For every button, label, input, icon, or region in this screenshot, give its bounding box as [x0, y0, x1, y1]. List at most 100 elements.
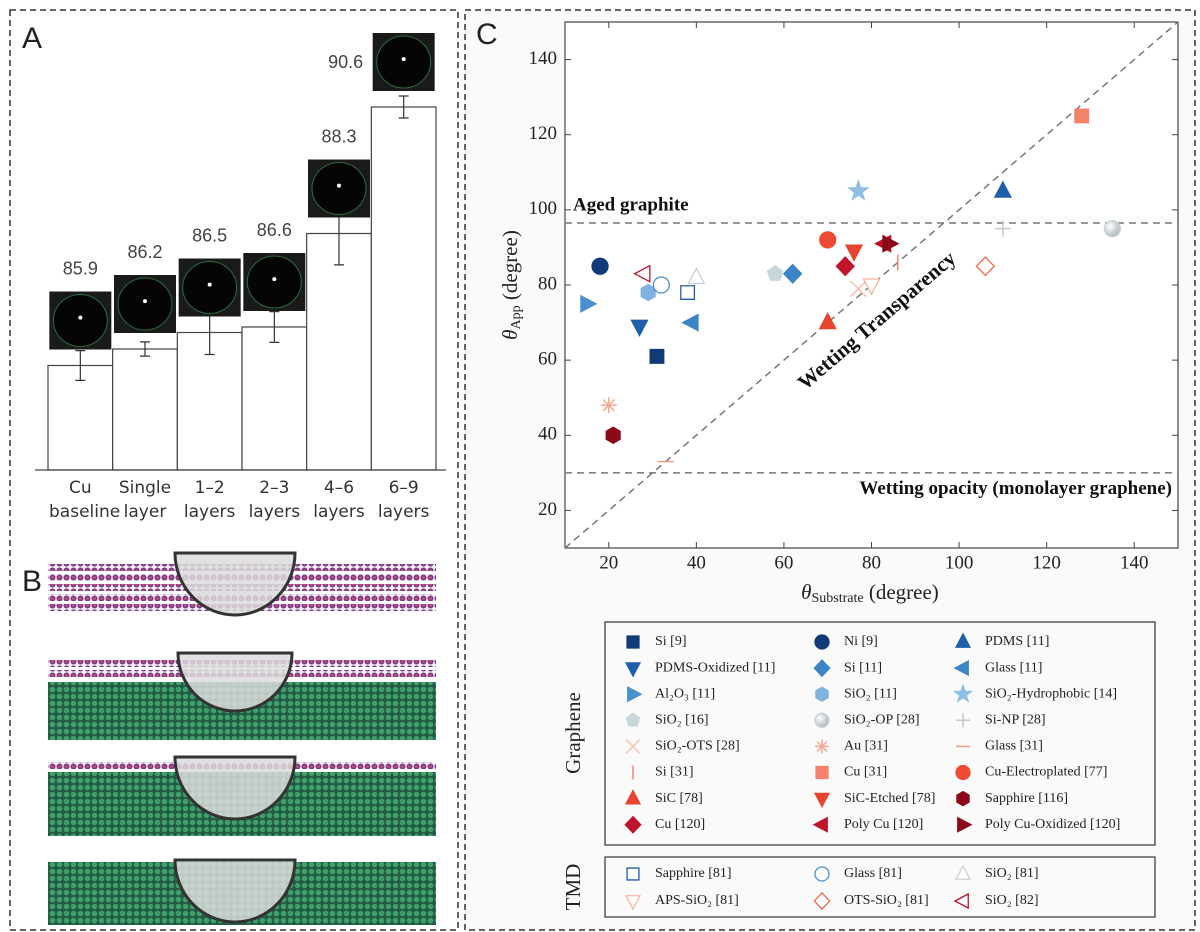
data-point: [1103, 219, 1121, 238]
data-point: [882, 234, 900, 253]
legend-label: Cu [31]: [844, 765, 887, 780]
x-tick-label: 80: [862, 552, 881, 573]
legend-label: Si [11]: [844, 660, 882, 675]
droplet-photo-drop: [117, 277, 173, 331]
data-point: [591, 257, 609, 275]
data-point: [818, 311, 837, 330]
data-point: [766, 264, 784, 281]
legend-label: SiO₂-Hydrophobic [14]: [985, 686, 1117, 701]
value-label: 90.6: [328, 52, 363, 72]
legend-marker: [954, 864, 972, 880]
legend-label: SiO₂ [16]: [655, 713, 709, 728]
data-point: [819, 231, 837, 249]
legend-marker: [954, 632, 972, 648]
droplet-photo-glint: [143, 299, 147, 304]
legend-label: APS-SiO₂ [81]: [655, 893, 739, 908]
data-point: [630, 319, 649, 337]
droplet: [173, 755, 297, 821]
droplet-photo-glint: [337, 183, 341, 188]
error-bar: [140, 341, 150, 357]
droplet-photo-glint: [78, 315, 83, 320]
axis-unit: (degree): [864, 580, 939, 604]
legend-label: PDMS-Oxidized [11]: [655, 660, 775, 675]
y-axis-label: θApp (degree): [498, 230, 524, 340]
droplet-photo-glint: [401, 57, 406, 62]
legend-marker: [624, 662, 642, 678]
annotation: Wetting opacity (monolayer graphene): [859, 478, 1172, 499]
x-tick-label: 2–3 layers: [248, 478, 301, 522]
legend-label: Glass [11]: [985, 660, 1042, 675]
legend-label: Cu-Electroplated [77]: [985, 765, 1107, 780]
legend-label: Glass [81]: [844, 866, 902, 881]
legend-marker: [814, 634, 830, 650]
panel-border: [9, 9, 459, 931]
y-tick-label: 80: [538, 273, 557, 294]
legend-label: Si [9]: [655, 634, 687, 649]
legend-marker: [813, 892, 831, 910]
bar: [112, 348, 178, 471]
legend-marker: [626, 635, 640, 649]
error-bar: [398, 95, 409, 119]
droplet-photo-drop: [182, 261, 238, 314]
value-label: 86.2: [127, 242, 162, 262]
legend-marker: [625, 712, 641, 727]
axis-symbol: θ: [498, 330, 522, 340]
legend-box: [604, 856, 1156, 918]
x-tick-label: 60: [774, 552, 793, 573]
legend-marker: [952, 683, 974, 703]
value-label: 85.9: [63, 258, 98, 278]
bar: [306, 232, 372, 471]
legend-marker: [955, 764, 971, 781]
y-tick-label: 100: [529, 198, 558, 219]
panel-label: A: [22, 22, 42, 55]
scatter-text: 20 40 60 80 100 120 14020406080100120140θSubst…: [498, 48, 1172, 910]
bar: [370, 106, 437, 471]
data-point: [994, 220, 1011, 237]
legend-label: PDMS [11]: [985, 634, 1049, 649]
data-point: [605, 426, 621, 445]
data-point: [633, 264, 651, 283]
legend-marker: [624, 815, 642, 834]
x-tick-label: 100: [945, 552, 974, 573]
y-tick-label: 120: [529, 123, 558, 144]
legend-label: SiO₂-OP [28]: [844, 713, 920, 728]
legend-label: SiO₂-OTS [28]: [655, 739, 740, 754]
data-point: [993, 180, 1012, 198]
y-tick-label: 40: [538, 424, 557, 445]
error-bar: [75, 350, 86, 381]
legend-label: Al₂O₃ [11]: [655, 686, 715, 701]
legend-label: SiC-Etched [78]: [844, 791, 935, 806]
legend-marker: [626, 867, 640, 881]
axis-subscript: Substrate: [812, 591, 864, 606]
legend-label: Si [31]: [655, 765, 694, 780]
legend-marker: [815, 765, 829, 780]
legend-marker: [812, 816, 828, 833]
legend-label: Au [31]: [844, 739, 888, 754]
axis-subscript: App: [509, 305, 524, 329]
legend-label: SiC [78]: [655, 791, 703, 806]
legend-label: Glass [31]: [985, 739, 1043, 754]
x-tick-label: 140: [1120, 552, 1149, 573]
legend-label: Sapphire [81]: [655, 866, 732, 881]
legend-marker: [624, 789, 642, 805]
legend-label: Sapphire [116]: [985, 791, 1068, 806]
legend-marker: [953, 892, 969, 910]
data-point: [835, 256, 855, 277]
legend-label: Poly Cu [120]: [844, 817, 923, 832]
annotation: Aged graphite: [573, 194, 689, 215]
legend-marker: [814, 866, 830, 882]
legend-marker: [815, 739, 829, 754]
legend-box: [604, 621, 1156, 846]
data-point: [862, 278, 881, 296]
data-point: [600, 397, 617, 414]
legend-marker: [813, 659, 831, 678]
x-tick-label: Single layer: [118, 478, 172, 522]
bar: [241, 326, 308, 471]
data-point: [687, 266, 706, 285]
droplet-photo-drop: [376, 35, 432, 89]
data-point: [1074, 108, 1090, 124]
x-tick-label: 6–9 layers: [377, 478, 430, 522]
